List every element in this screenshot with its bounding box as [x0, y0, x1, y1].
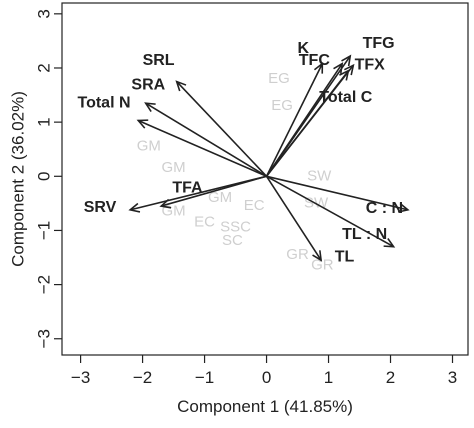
- y-axis: −3 −2 −1 0 1 2 3: [34, 9, 62, 348]
- y-tick-label: −3: [34, 329, 53, 348]
- observation-label: EC: [194, 213, 215, 230]
- loading-arrow: [137, 119, 267, 178]
- loading-arrowhead: [339, 69, 350, 81]
- loading-arrowhead: [144, 102, 156, 113]
- loading-label: TL: [335, 249, 355, 266]
- x-axis-title: Component 1 (41.85%): [177, 397, 353, 416]
- loading-arrow: [160, 175, 267, 207]
- loading-arrow: [266, 175, 409, 211]
- loading-arrowhead: [341, 54, 352, 67]
- loading-label: C : N: [366, 200, 403, 217]
- loading-label: Total C: [319, 89, 372, 106]
- x-tick-label: 0: [262, 368, 271, 387]
- loading-arrow: [265, 55, 351, 177]
- loading-arrow: [145, 102, 267, 177]
- x-tick-label: 2: [386, 368, 395, 387]
- loading-arrow: [266, 175, 395, 248]
- x-tick-label: −3: [71, 368, 90, 387]
- loading-arrowhead: [397, 202, 410, 213]
- x-axis: −3 −2 −1 0 1 2 3: [71, 355, 457, 387]
- loading-label: TFX: [355, 56, 386, 73]
- loading-arrowhead: [159, 198, 172, 209]
- x-tick-label: −1: [195, 368, 214, 387]
- loading-label: K: [298, 40, 310, 57]
- loading-arrow: [265, 63, 324, 177]
- loading-label: SRA: [131, 77, 165, 94]
- loading-label: TFC: [299, 52, 331, 69]
- loading-label: SRV: [84, 199, 117, 216]
- loading-label: TFG: [363, 35, 395, 52]
- observation-label: EG: [268, 70, 290, 87]
- loading-arrowhead: [136, 119, 149, 129]
- loading-label: SRL: [143, 52, 175, 69]
- loading-arrowhead: [175, 80, 187, 92]
- observation-label: SSC: [220, 219, 251, 236]
- x-tick-label: −2: [133, 368, 152, 387]
- loading-label: Total N: [77, 94, 130, 111]
- observation-label: EG: [271, 97, 293, 114]
- loading-arrow: [265, 70, 350, 177]
- observation-label: EC: [244, 197, 265, 214]
- y-tick-label: 1: [34, 117, 53, 126]
- observation-label: GM: [161, 159, 185, 176]
- loading-arrow: [265, 175, 322, 261]
- loading-arrowhead: [128, 202, 141, 213]
- y-tick-label: 3: [34, 9, 53, 18]
- x-tick-label: 1: [324, 368, 333, 387]
- loading-arrowhead: [313, 62, 324, 74]
- loading-arrow: [176, 80, 268, 177]
- plot-frame: [61, 2, 469, 356]
- observation-label: SC: [222, 232, 243, 249]
- loading-label: TL : N: [342, 226, 387, 243]
- loading-label: TFA: [172, 179, 203, 196]
- observation-label: GM: [137, 137, 161, 154]
- y-axis-title: Component 2 (36.02%): [8, 91, 27, 267]
- y-tick-label: 0: [34, 172, 53, 181]
- loading-arrowhead: [383, 238, 396, 248]
- loading-arrowhead: [312, 250, 323, 262]
- observation-label: GM: [208, 189, 232, 206]
- observation-label: SW: [307, 167, 332, 184]
- loading-arrowhead: [344, 63, 355, 76]
- y-tick-label: −2: [34, 275, 53, 294]
- x-tick-label: 3: [448, 368, 457, 387]
- observation-label: GR: [311, 257, 334, 274]
- observation-label: GR: [286, 246, 309, 263]
- y-tick-label: 2: [34, 63, 53, 72]
- y-tick-label: −1: [34, 221, 53, 240]
